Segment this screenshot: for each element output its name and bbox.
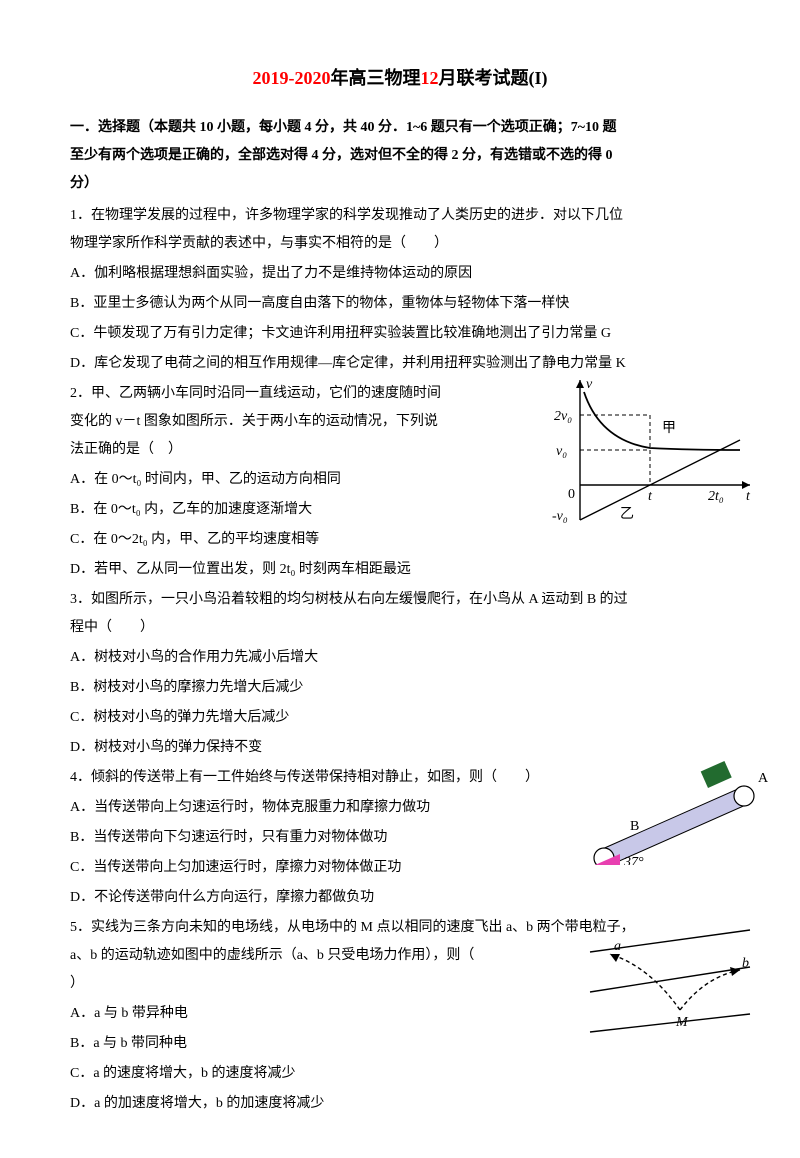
question-4: A B 37° 4．倾斜的传送带上有一工件始终与传送带保持相对静止，如图，则（ … bbox=[70, 764, 730, 912]
q3-option-c: C．树枝对小鸟的弹力先增大后减少 bbox=[70, 704, 730, 732]
svg-text:0: 0 bbox=[568, 487, 575, 502]
section-line-2: 至少有两个选项是正确的，全部选对得 4 分，选对但不全的得 2 分，有选错或不选… bbox=[70, 142, 730, 170]
figure-field-lines: a b M bbox=[580, 922, 760, 1042]
q3-option-d: D．树枝对小鸟的弹力保持不变 bbox=[70, 734, 730, 762]
svg-text:-v₀: -v₀ bbox=[552, 509, 568, 524]
q5-option-c: C．a 的速度将增大，b 的速度将减少 bbox=[70, 1060, 730, 1088]
svg-text:37°: 37° bbox=[623, 855, 644, 865]
q1-option-b: B．亚里士多德认为两个从同一高度自由落下的物体，重物体与轻物体下落一样快 bbox=[70, 290, 730, 318]
svg-text:甲: 甲 bbox=[662, 421, 676, 436]
svg-text:t: t bbox=[746, 489, 751, 504]
question-5: 5．实线为三条方向未知的电场线，从电场中的 M 点以相同的速度飞出 a、b 两个… bbox=[70, 914, 730, 1118]
title-part-c: 12 bbox=[421, 68, 439, 88]
svg-text:M: M bbox=[675, 1015, 689, 1030]
question-1: 1．在物理学发展的过程中，许多物理学家的科学发现推动了人类历史的进步．对以下几位… bbox=[70, 202, 730, 378]
q3-stem-2: 程中（ ） bbox=[70, 614, 730, 642]
q5-option-d: D．a 的加速度将增大，b 的加速度将减少 bbox=[70, 1090, 730, 1118]
svg-text:A: A bbox=[758, 771, 769, 786]
svg-text:2v₀: 2v₀ bbox=[554, 409, 572, 424]
title-part-d: 月联考试题(I) bbox=[439, 68, 548, 88]
page-title: 2019-2020年高三物理12月联考试题(I) bbox=[70, 60, 730, 96]
q1-stem-1: 1．在物理学发展的过程中，许多物理学家的科学发现推动了人类历史的进步．对以下几位 bbox=[70, 202, 730, 230]
q3-option-a: A．树枝对小鸟的合作用力先减小后增大 bbox=[70, 644, 730, 672]
svg-text:v₀: v₀ bbox=[556, 444, 567, 459]
q3-stem-1: 3．如图所示，一只小鸟沿着较粗的均匀树枝从右向左缓慢爬行，在小鸟从 A 运动到 … bbox=[70, 586, 730, 614]
section-line-3: 分） bbox=[70, 170, 730, 198]
q1-stem-2: 物理学家所作科学贡献的表述中，与事实不相符的是（ ） bbox=[70, 230, 730, 258]
q2-option-d: D．若甲、乙从同一位置出发，则 2t₀ 时刻两车相距最远 bbox=[70, 556, 730, 584]
q1-option-a: A．伽利略根据理想斜面实验，提出了力不是维持物体运动的原因 bbox=[70, 260, 730, 288]
svg-text:B: B bbox=[630, 819, 639, 834]
svg-text:b: b bbox=[742, 956, 749, 971]
q4-option-d: D．不论传送带向什么方向运行，摩擦力都做负功 bbox=[70, 884, 730, 912]
svg-text:t: t bbox=[648, 489, 653, 504]
svg-text:乙: 乙 bbox=[620, 506, 634, 522]
title-part-b: 年高三物理 bbox=[331, 68, 421, 88]
question-2: v t v₀ 2v₀ -v₀ 0 t 2t₀ 甲 乙 2．甲、乙两辆小车同时沿同… bbox=[70, 380, 730, 584]
title-part-a: 2019-2020 bbox=[253, 68, 331, 88]
figure-vt-graph: v t v₀ 2v₀ -v₀ 0 t 2t₀ 甲 乙 bbox=[550, 370, 760, 535]
section-heading: 一．选择题（本题共 10 小题，每小题 4 分，共 40 分．1~6 题只有一个… bbox=[70, 114, 730, 198]
svg-text:2t₀: 2t₀ bbox=[708, 489, 724, 504]
svg-text:v: v bbox=[586, 377, 593, 392]
section-line-1: 一．选择题（本题共 10 小题，每小题 4 分，共 40 分．1~6 题只有一个… bbox=[70, 114, 730, 142]
question-3: 3．如图所示，一只小鸟沿着较粗的均匀树枝从右向左缓慢爬行，在小鸟从 A 运动到 … bbox=[70, 586, 730, 762]
q3-option-b: B．树枝对小鸟的摩擦力先增大后减少 bbox=[70, 674, 730, 702]
figure-conveyor: A B 37° bbox=[580, 760, 770, 865]
svg-text:a: a bbox=[614, 939, 621, 954]
q1-option-c: C．牛顿发现了万有引力定律；卡文迪许利用扭秤实验装置比较准确地测出了引力常量 G bbox=[70, 320, 730, 348]
